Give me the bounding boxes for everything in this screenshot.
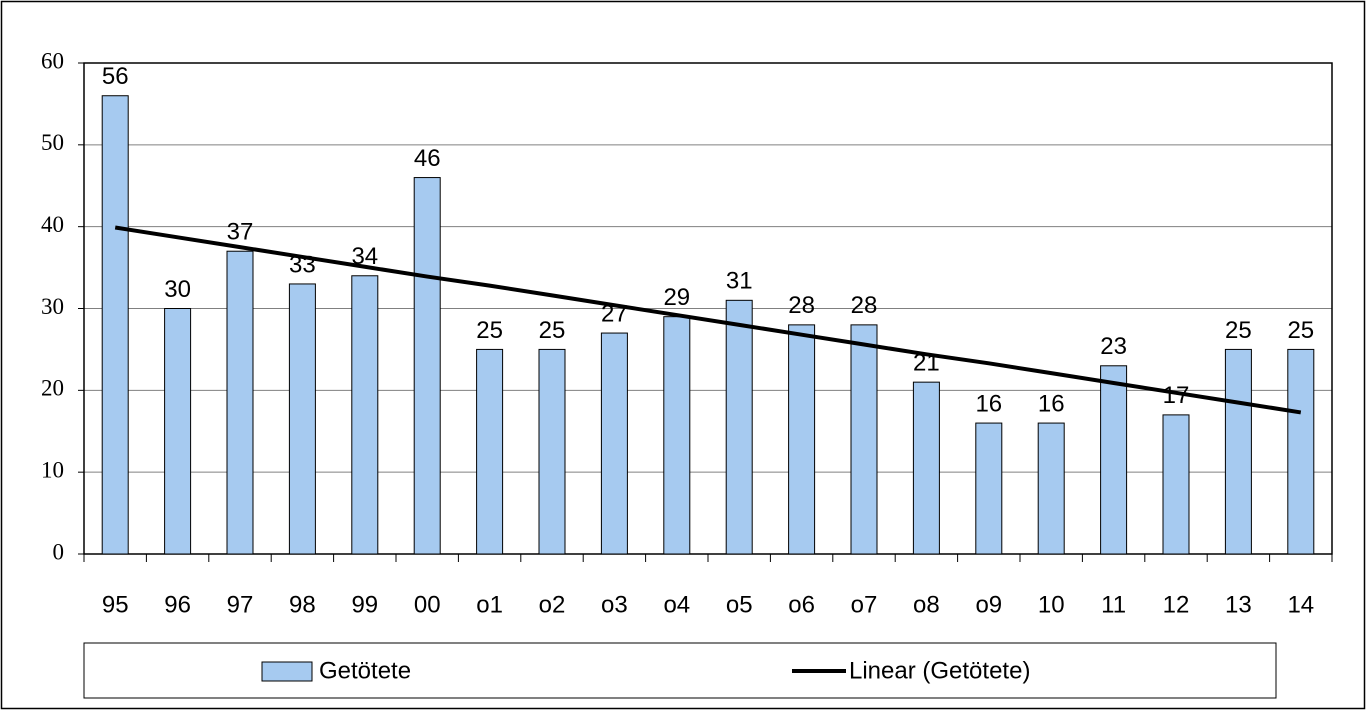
y-tick-label: 10 bbox=[41, 457, 64, 482]
y-tick-label: 50 bbox=[41, 130, 64, 155]
legend-swatch bbox=[261, 661, 313, 682]
bar bbox=[1162, 414, 1190, 555]
data-label: 31 bbox=[726, 268, 753, 295]
data-label: 28 bbox=[851, 292, 878, 319]
bar bbox=[975, 422, 1003, 555]
x-tick-label: 97 bbox=[227, 591, 254, 618]
x-tick-label: o4 bbox=[663, 591, 690, 618]
data-label: 28 bbox=[788, 292, 815, 319]
data-label: 30 bbox=[164, 276, 191, 303]
x-tick-label: 12 bbox=[1163, 591, 1190, 618]
x-tick-label: 10 bbox=[1038, 591, 1065, 618]
bar bbox=[538, 348, 566, 555]
x-tick-label: o2 bbox=[539, 591, 566, 618]
bar bbox=[1287, 348, 1315, 555]
trend-line bbox=[114, 225, 1302, 415]
x-tick-label: 99 bbox=[351, 591, 378, 618]
y-tick-label: 60 bbox=[41, 48, 64, 73]
bar bbox=[663, 316, 691, 555]
x-tick-label: o1 bbox=[476, 591, 503, 618]
data-label: 16 bbox=[1038, 390, 1065, 417]
x-tick-label: 14 bbox=[1287, 591, 1314, 618]
data-label: 16 bbox=[975, 390, 1002, 417]
data-label: 25 bbox=[1225, 317, 1252, 344]
bar bbox=[101, 95, 129, 555]
x-tick-label: o5 bbox=[726, 591, 753, 618]
data-label: 37 bbox=[227, 219, 254, 246]
y-tick-label: 40 bbox=[41, 212, 64, 237]
x-tick-label: 96 bbox=[164, 591, 191, 618]
x-tick-label: o9 bbox=[975, 591, 1002, 618]
bar bbox=[476, 348, 504, 555]
bar bbox=[1037, 422, 1065, 555]
data-label: 23 bbox=[1100, 333, 1127, 360]
x-tick-label: o7 bbox=[851, 591, 878, 618]
data-label: 29 bbox=[663, 284, 690, 311]
x-tick-label: o3 bbox=[601, 591, 628, 618]
bar bbox=[600, 332, 628, 555]
bar bbox=[788, 324, 816, 555]
x-tick-label: 13 bbox=[1225, 591, 1252, 618]
bar bbox=[351, 275, 379, 555]
y-tick-label: 30 bbox=[41, 294, 64, 319]
data-label: 25 bbox=[476, 317, 503, 344]
bar bbox=[1100, 365, 1128, 555]
data-label: 25 bbox=[539, 317, 566, 344]
x-tick-label: o6 bbox=[788, 591, 815, 618]
bar bbox=[725, 299, 753, 555]
legend-label: Getötete bbox=[319, 657, 411, 684]
bar bbox=[288, 283, 316, 555]
bar bbox=[912, 381, 940, 555]
bar bbox=[164, 308, 192, 555]
data-label: 25 bbox=[1287, 317, 1314, 344]
bar bbox=[413, 177, 441, 555]
x-tick-label: 00 bbox=[414, 591, 441, 618]
bar bbox=[850, 324, 878, 555]
x-tick-label: 98 bbox=[289, 591, 316, 618]
legend-label: Linear (Getötete) bbox=[849, 657, 1030, 684]
bar bbox=[1224, 348, 1252, 555]
data-label: 46 bbox=[414, 145, 441, 172]
x-tick-label: 95 bbox=[102, 591, 129, 618]
data-label: 56 bbox=[102, 63, 129, 90]
x-tick-label: 11 bbox=[1101, 591, 1126, 618]
x-tick-label: o8 bbox=[913, 591, 940, 618]
bar bbox=[226, 250, 254, 555]
y-tick-label: 20 bbox=[41, 376, 64, 401]
y-tick-label: 0 bbox=[53, 539, 65, 564]
